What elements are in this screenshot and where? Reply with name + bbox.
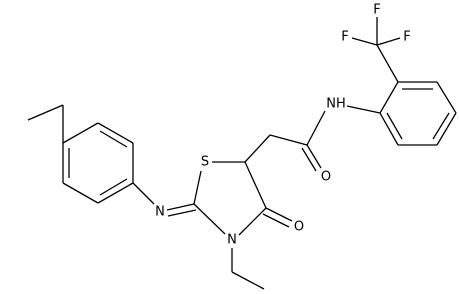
- atom-label: N: [155, 205, 165, 220]
- atom-label: F: [373, 3, 380, 18]
- atom-label: F: [341, 30, 348, 45]
- atom-label: O: [294, 220, 304, 235]
- atom-label: S: [201, 155, 209, 170]
- bonds: [27, 17, 457, 290]
- atom-labels: F F F NH O S N N O: [155, 3, 411, 248]
- atom-label: NH: [326, 97, 346, 112]
- atom-label: N: [227, 233, 237, 248]
- atom-label: O: [321, 170, 331, 185]
- atom-label: F: [403, 30, 410, 45]
